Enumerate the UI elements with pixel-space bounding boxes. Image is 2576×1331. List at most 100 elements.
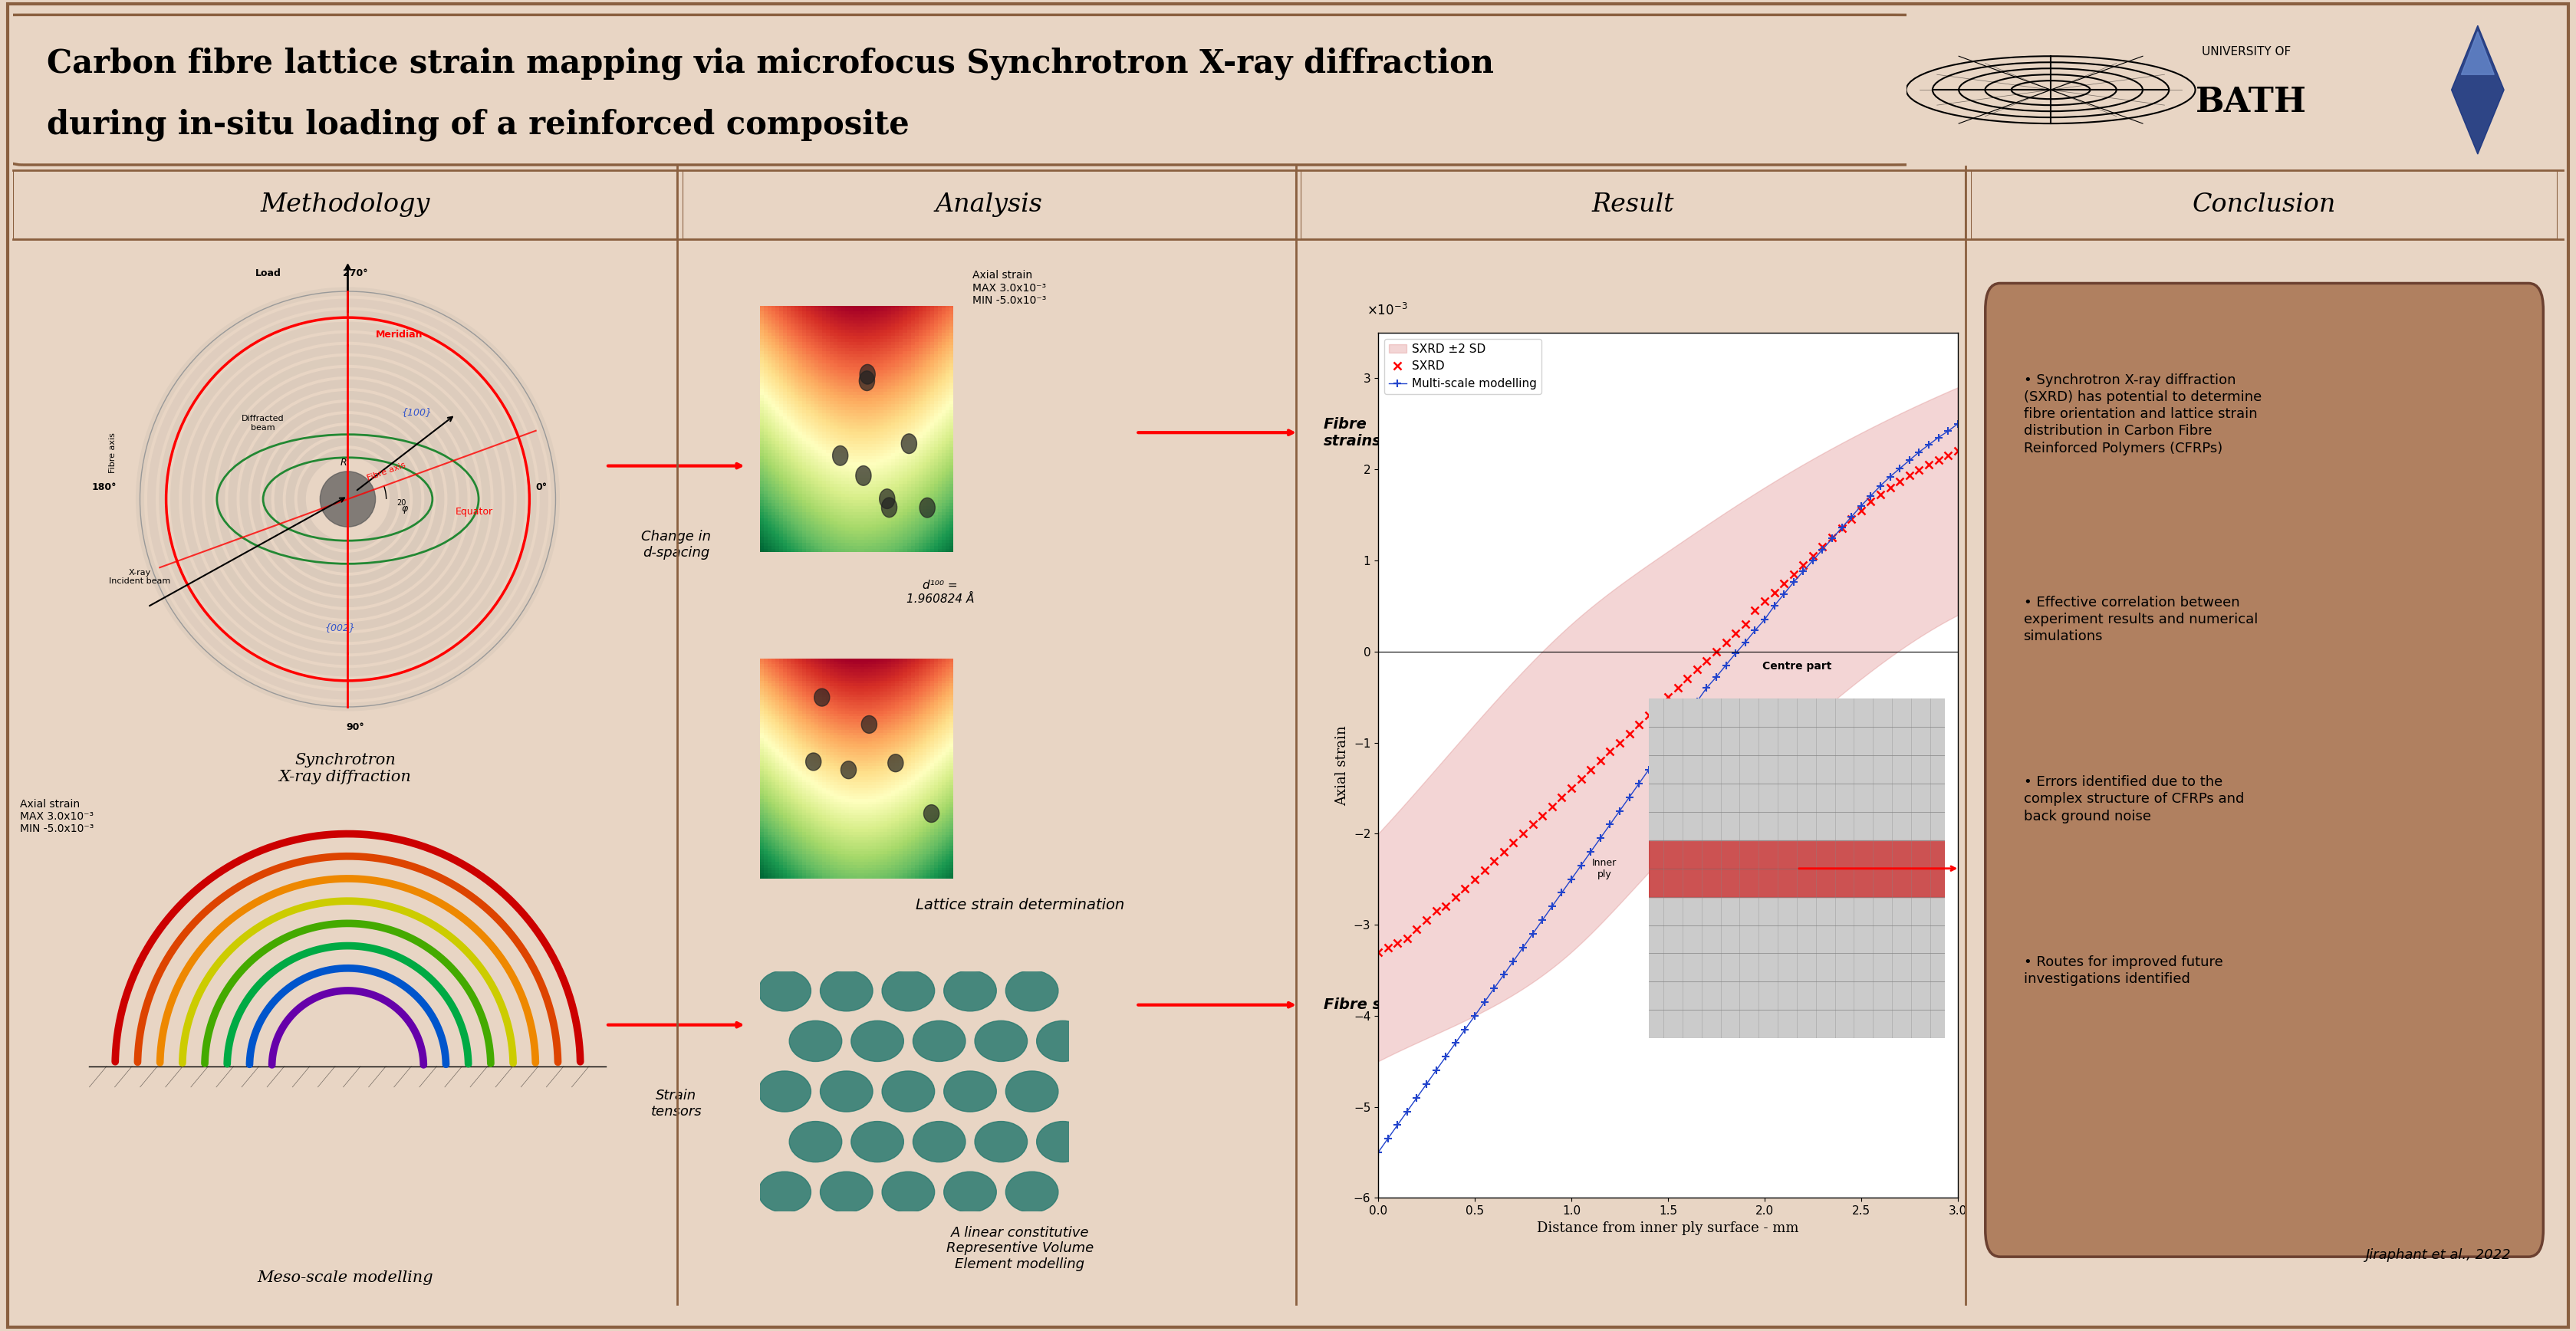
SXRD (1865, 487, 1896, 503)
Text: Fibre axis: Fibre axis (108, 433, 116, 474)
Text: UNIVERSITY OF: UNIVERSITY OF (2202, 45, 2290, 57)
Circle shape (943, 1171, 997, 1213)
SXRD (1942, 443, 1973, 459)
Text: φ: φ (402, 503, 407, 514)
Text: during in-situ loading of a reinforced composite: during in-situ loading of a reinforced c… (46, 108, 909, 141)
Text: Load: Load (255, 269, 281, 278)
Polygon shape (2452, 25, 2504, 154)
Multi-scale modelling (1499, 953, 1530, 969)
Circle shape (943, 970, 997, 1012)
FancyBboxPatch shape (1986, 284, 2543, 1256)
Multi-scale modelling (1942, 415, 1973, 431)
Circle shape (778, 430, 793, 449)
Text: Diffracted
beam: Diffracted beam (242, 415, 283, 431)
Text: d¹⁰⁰ =
1.960824 Å: d¹⁰⁰ = 1.960824 Å (907, 580, 974, 604)
Circle shape (788, 1021, 842, 1062)
Circle shape (757, 1171, 811, 1213)
Text: A linear constitutive
Representive Volume
Element modelling: A linear constitutive Representive Volum… (945, 1226, 1095, 1271)
Bar (1649, 727, 1945, 756)
Text: 270°: 270° (343, 269, 368, 278)
Circle shape (829, 510, 845, 530)
Text: Equator: Equator (456, 507, 492, 516)
Multi-scale modelling (1865, 478, 1896, 494)
Bar (1649, 897, 1945, 925)
Bar (1649, 925, 1945, 953)
SXRD (1363, 944, 1394, 960)
Text: Inner
ply: Inner ply (1592, 857, 1618, 880)
Text: $\times10^{-3}$: $\times10^{-3}$ (1365, 303, 1406, 318)
Bar (1649, 1010, 1945, 1038)
Text: Axial strain
MAX 3.0x10⁻³
MIN -5.0x10⁻³: Axial strain MAX 3.0x10⁻³ MIN -5.0x10⁻³ (21, 799, 93, 835)
Text: • Synchrotron X-ray diffraction
(SXRD) has potential to determine
fibre orientat: • Synchrotron X-ray diffraction (SXRD) h… (2025, 373, 2262, 455)
Circle shape (1036, 1021, 1090, 1062)
Circle shape (912, 1021, 966, 1062)
Multi-scale modelling (1363, 1145, 1394, 1161)
Circle shape (884, 836, 899, 853)
Text: • Errors identified due to the
complex structure of CFRPs and
back ground noise: • Errors identified due to the complex s… (2025, 775, 2244, 823)
Text: Lattice strain determination: Lattice strain determination (914, 898, 1123, 912)
Y-axis label: Axial strain: Axial strain (1334, 725, 1350, 805)
Text: 180°: 180° (93, 482, 116, 492)
Circle shape (881, 970, 935, 1012)
Circle shape (974, 1121, 1028, 1162)
Circle shape (819, 1171, 873, 1213)
Text: 0°: 0° (536, 482, 546, 492)
Circle shape (974, 1021, 1028, 1062)
Legend: SXRD ±2 SD, SXRD, Multi-scale modelling: SXRD ±2 SD, SXRD, Multi-scale modelling (1383, 338, 1540, 394)
Circle shape (786, 367, 801, 387)
Text: BATH: BATH (2195, 85, 2306, 118)
Text: Change in
d-spacing: Change in d-spacing (641, 530, 711, 559)
X-axis label: Distance from inner ply surface - mm: Distance from inner ply surface - mm (1538, 1221, 1798, 1235)
Bar (1649, 953, 1945, 982)
Circle shape (819, 1071, 873, 1111)
Circle shape (319, 471, 376, 527)
Text: • Effective correlation between
experiment results and numerical
simulations: • Effective correlation between experime… (2025, 595, 2257, 643)
Multi-scale modelling (1672, 707, 1703, 723)
Circle shape (1005, 1071, 1059, 1111)
Bar (1649, 869, 1945, 897)
Text: Carbon fibre lattice strain mapping via microfocus Synchrotron X-ray diffraction: Carbon fibre lattice strain mapping via … (46, 47, 1494, 80)
Circle shape (912, 1121, 966, 1162)
Circle shape (848, 425, 863, 445)
SXRD (1566, 771, 1597, 787)
Circle shape (1036, 1121, 1090, 1162)
Polygon shape (2460, 32, 2494, 75)
Text: Jiraphant et al., 2022: Jiraphant et al., 2022 (2365, 1248, 2512, 1262)
Text: Fibre axis: Fibre axis (366, 461, 407, 482)
Text: Outer
ply: Outer ply (1991, 857, 2017, 880)
Text: Conclusion: Conclusion (2192, 193, 2336, 217)
Bar (1649, 982, 1945, 1010)
Circle shape (788, 1121, 842, 1162)
Multi-scale modelling (1566, 857, 1597, 873)
Circle shape (850, 1021, 904, 1062)
SXRD (1672, 671, 1703, 687)
Circle shape (873, 821, 889, 840)
SXRD (1499, 835, 1530, 851)
Text: R: R (340, 458, 348, 467)
Text: 90°: 90° (345, 723, 366, 732)
Circle shape (814, 431, 829, 451)
Bar (1649, 756, 1945, 784)
Circle shape (917, 499, 933, 518)
Text: Methodology: Methodology (260, 193, 430, 217)
Circle shape (868, 723, 884, 741)
Line: SXRD: SXRD (1376, 447, 1960, 956)
Circle shape (943, 1071, 997, 1111)
Circle shape (881, 450, 896, 470)
Text: 20: 20 (397, 499, 407, 507)
Circle shape (799, 805, 814, 823)
Text: Centre part: Centre part (1762, 662, 1832, 672)
Multi-scale modelling (1479, 981, 1510, 997)
Bar (1649, 840, 1945, 869)
Text: Fibre
strains: Fibre strains (1324, 417, 1381, 449)
Circle shape (819, 970, 873, 1012)
Bar (1649, 699, 1945, 727)
Text: Synchrotron
X-ray diffraction: Synchrotron X-ray diffraction (278, 753, 412, 784)
Circle shape (1005, 970, 1059, 1012)
Text: Axial strain
MAX 3.0x10⁻³
MIN -5.0x10⁻³: Axial strain MAX 3.0x10⁻³ MIN -5.0x10⁻³ (974, 270, 1046, 306)
Circle shape (1005, 1171, 1059, 1213)
Text: Result: Result (1592, 193, 1674, 217)
Text: Meridian: Meridian (376, 330, 422, 339)
Bar (1649, 784, 1945, 812)
SXRD (1710, 635, 1741, 651)
